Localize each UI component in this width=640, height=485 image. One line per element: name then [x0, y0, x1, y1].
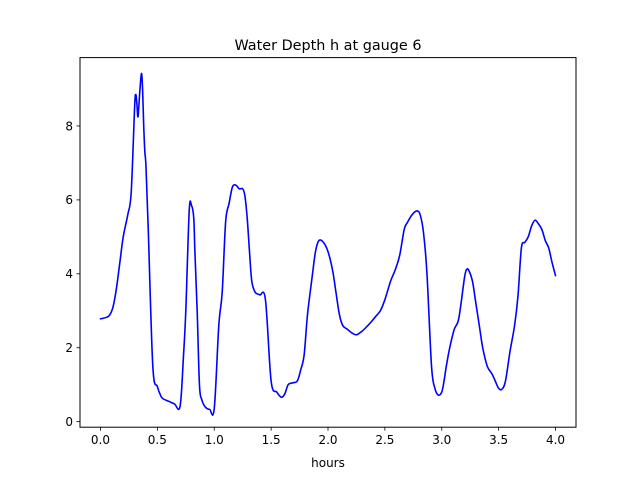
x-tick-label: 3.0 — [432, 433, 451, 447]
x-tick-label: 1.0 — [205, 433, 224, 447]
x-tick-label: 2.0 — [318, 433, 337, 447]
x-tick-label: 4.0 — [546, 433, 565, 447]
y-tick-label: 0 — [65, 415, 73, 429]
x-tick-label: 0.0 — [91, 433, 110, 447]
x-tick-label: 0.5 — [148, 433, 167, 447]
x-axis-label: hours — [311, 456, 345, 470]
axes-frame — [79, 57, 577, 428]
series-layer — [99, 72, 557, 416]
chart-title: Water Depth h at gauge 6 — [234, 38, 421, 54]
series-line — [99, 72, 557, 416]
y-tick-label: 8 — [65, 119, 73, 133]
plot-area: 0.0 0.5 1.0 1.5 2.0 2.5 3.0 3.5 4.0 0 2 4 6 8 — [65, 57, 577, 447]
x-axis-ticks: 0.0 0.5 1.0 1.5 2.0 2.5 3.0 3.5 4.0 — [91, 427, 565, 447]
x-tick-label: 3.5 — [489, 433, 508, 447]
y-axis-ticks: 0 2 4 6 8 — [65, 119, 80, 429]
x-tick-label: 2.5 — [375, 433, 394, 447]
y-tick-label: 4 — [65, 267, 73, 281]
x-tick-label: 1.5 — [262, 433, 281, 447]
y-tick-label: 6 — [65, 193, 73, 207]
y-tick-label: 2 — [65, 341, 73, 355]
